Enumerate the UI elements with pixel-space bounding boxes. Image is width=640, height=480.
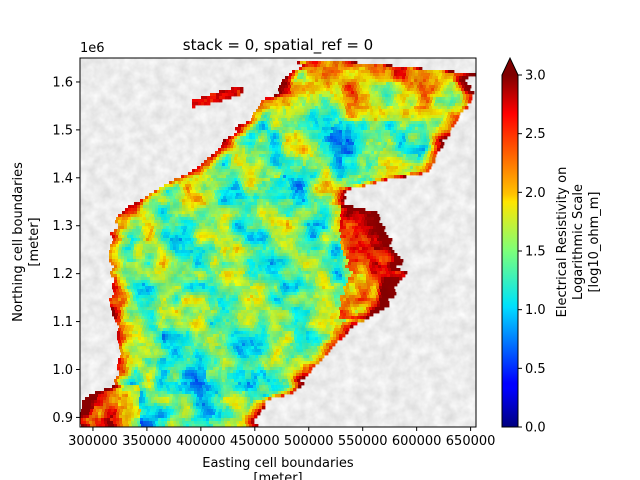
heatmap-area xyxy=(80,58,476,427)
chart-title: stack = 0, spatial_ref = 0 xyxy=(183,36,373,55)
